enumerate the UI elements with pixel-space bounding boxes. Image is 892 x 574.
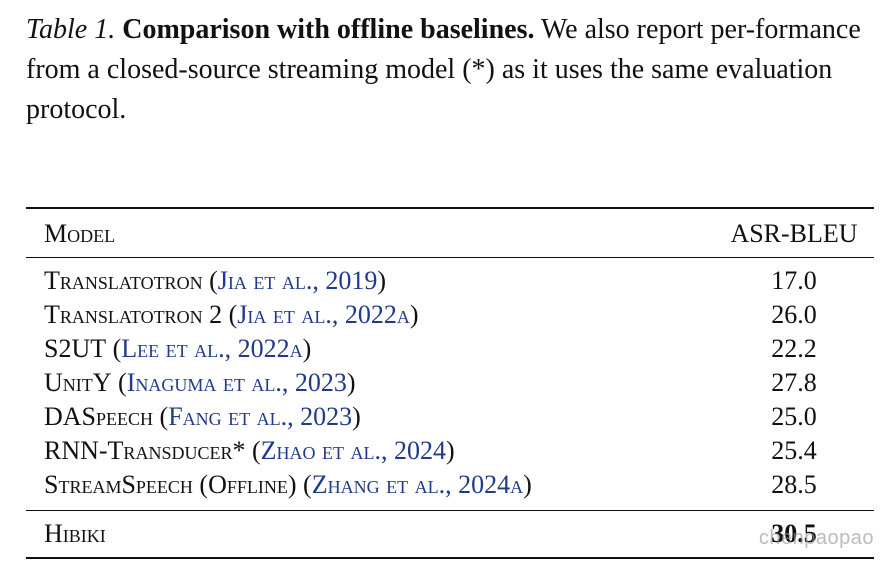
watermark: chenpaopao: [758, 527, 874, 549]
citation-link[interactable]: Jia et al., 2022a: [237, 300, 410, 329]
comparison-table: Model ASR-BLEU Translatotron (Jia et al.…: [26, 207, 874, 559]
table-row: Translatotron 2 (Jia et al., 2022a) 26.0: [26, 298, 874, 332]
row-score: 28.5: [771, 470, 817, 499]
model-name: UnitY: [44, 368, 112, 397]
table-title: Comparison with offline baselines.: [122, 14, 535, 45]
row-model-cell: StreamSpeech (Offline) (Zhang et al., 20…: [44, 470, 532, 499]
row-model-cell: UnitY (Inaguma et al., 2023): [44, 368, 356, 397]
citation-link[interactable]: Jia et al., 2019: [217, 266, 378, 295]
citation-link[interactable]: Zhang et al., 2024a: [311, 470, 524, 499]
table-row: Translatotron (Jia et al., 2019) 17.0: [26, 264, 874, 298]
table-row-final: Hibiki 30.5: [26, 511, 874, 557]
row-score: 26.0: [771, 300, 817, 329]
mid-rule: [26, 510, 874, 511]
table-body: Translatotron (Jia et al., 2019) 17.0 Tran…: [26, 264, 874, 502]
model-name: Translatotron: [44, 266, 203, 295]
row-score: 25.4: [771, 436, 817, 465]
citation-link[interactable]: Fang et al., 2023: [168, 402, 353, 431]
row-model: Hibiki: [44, 519, 106, 548]
bottom-rule: [26, 557, 874, 559]
header-model: Model: [44, 219, 116, 248]
model-name: DASpeech: [44, 402, 154, 431]
model-name: RNN-Transducer*: [44, 436, 246, 465]
model-name: S2UT: [44, 334, 107, 363]
table-header-row: Model ASR-BLEU: [26, 209, 874, 257]
table-row: StreamSpeech (Offline) (Zhang et al., 20…: [26, 468, 874, 502]
table-row: DASpeech (Fang et al., 2023) 25.0: [26, 400, 874, 434]
caption-text: We also report per-formance from a close…: [26, 14, 861, 125]
table-row: UnitY (Inaguma et al., 2023) 27.8: [26, 366, 874, 400]
table-row: S2UT (Lee et al., 2022a) 22.2: [26, 332, 874, 366]
row-model-cell: RNN-Transducer* (Zhao et al., 2024): [44, 436, 455, 465]
table-caption: Table 1. Comparison with offline baselin…: [26, 10, 876, 130]
row-score: 27.8: [771, 368, 817, 397]
row-model-cell: Translatotron (Jia et al., 2019): [44, 266, 387, 295]
top-rule: [26, 207, 874, 209]
citation-link[interactable]: Inaguma et al., 2023: [126, 368, 347, 397]
row-score: 22.2: [771, 334, 817, 363]
model-name: Translatotron 2: [44, 300, 223, 329]
row-model-cell: Translatotron 2 (Jia et al., 2022a): [44, 300, 419, 329]
model-name: StreamSpeech (Offline): [44, 470, 297, 499]
row-model-cell: S2UT (Lee et al., 2022a): [44, 334, 312, 363]
header-rule: [26, 257, 874, 258]
row-model-cell: DASpeech (Fang et al., 2023): [44, 402, 361, 431]
table-row: RNN-Transducer* (Zhao et al., 2024) 25.4: [26, 434, 874, 468]
row-score: 25.0: [771, 402, 817, 431]
table-label: Table 1.: [26, 14, 116, 45]
citation-link[interactable]: Lee et al., 2022a: [121, 334, 303, 363]
header-asr-bleu: ASR-BLEU: [730, 219, 858, 248]
citation-link[interactable]: Zhao et al., 2024: [260, 436, 447, 465]
row-score: 30.5: [771, 519, 817, 548]
row-score: 17.0: [771, 266, 817, 295]
